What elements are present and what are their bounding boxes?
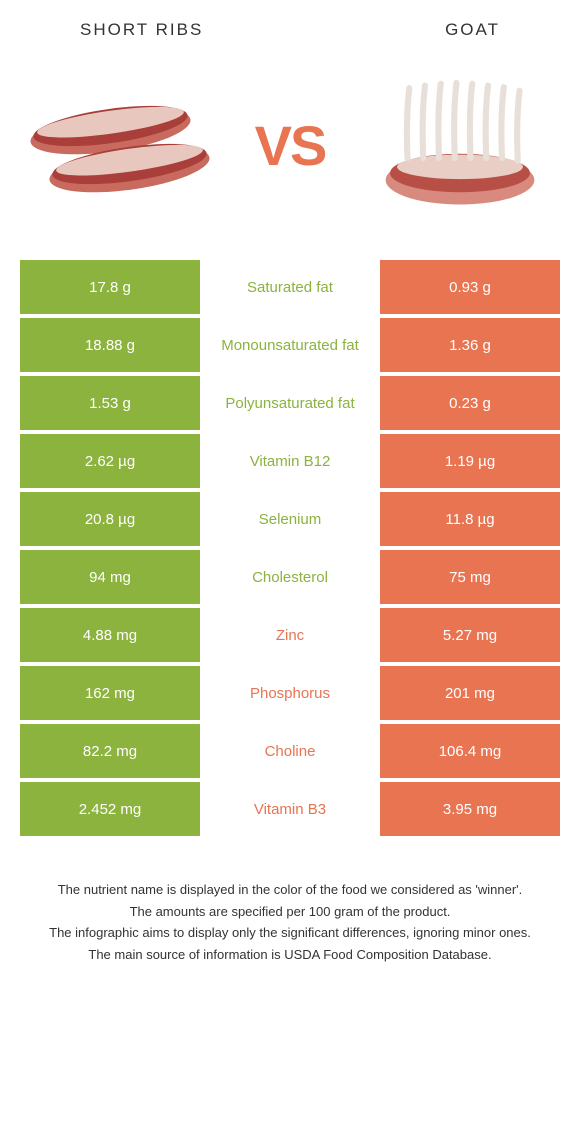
table-row: 162 mgPhosphorus201 mg [20, 666, 560, 720]
nutrient-label: Saturated fat [200, 260, 380, 314]
right-value: 1.36 g [380, 318, 560, 372]
table-row: 2.452 mgVitamin B33.95 mg [20, 782, 560, 836]
goat-image [360, 70, 560, 220]
right-value: 75 mg [380, 550, 560, 604]
vs-label: VS [255, 113, 326, 178]
right-value: 3.95 mg [380, 782, 560, 836]
right-value: 1.19 µg [380, 434, 560, 488]
left-value: 162 mg [20, 666, 200, 720]
left-value: 94 mg [20, 550, 200, 604]
header: SHORT RIBS GOAT [0, 0, 580, 50]
right-value: 0.93 g [380, 260, 560, 314]
nutrient-label: Cholesterol [200, 550, 380, 604]
left-value: 82.2 mg [20, 724, 200, 778]
nutrient-label: Phosphorus [200, 666, 380, 720]
left-value: 2.62 µg [20, 434, 200, 488]
footnote-line: The nutrient name is displayed in the co… [30, 880, 550, 900]
table-row: 94 mgCholesterol75 mg [20, 550, 560, 604]
left-value: 2.452 mg [20, 782, 200, 836]
footnotes: The nutrient name is displayed in the co… [0, 840, 580, 964]
table-row: 20.8 µgSelenium11.8 µg [20, 492, 560, 546]
comparison-table: 17.8 gSaturated fat0.93 g18.88 gMonounsa… [0, 260, 580, 836]
short-ribs-image [20, 70, 220, 220]
right-value: 5.27 mg [380, 608, 560, 662]
nutrient-label: Polyunsaturated fat [200, 376, 380, 430]
nutrient-label: Vitamin B3 [200, 782, 380, 836]
right-food-title: GOAT [445, 20, 500, 40]
nutrient-label: Choline [200, 724, 380, 778]
table-row: 18.88 gMonounsaturated fat1.36 g [20, 318, 560, 372]
right-value: 106.4 mg [380, 724, 560, 778]
footnote-line: The infographic aims to display only the… [30, 923, 550, 943]
footnote-line: The amounts are specified per 100 gram o… [30, 902, 550, 922]
left-value: 20.8 µg [20, 492, 200, 546]
table-row: 17.8 gSaturated fat0.93 g [20, 260, 560, 314]
nutrient-label: Monounsaturated fat [200, 318, 380, 372]
table-row: 1.53 gPolyunsaturated fat0.23 g [20, 376, 560, 430]
left-value: 4.88 mg [20, 608, 200, 662]
left-value: 1.53 g [20, 376, 200, 430]
right-value: 11.8 µg [380, 492, 560, 546]
nutrient-label: Selenium [200, 492, 380, 546]
right-value: 201 mg [380, 666, 560, 720]
table-row: 4.88 mgZinc5.27 mg [20, 608, 560, 662]
table-row: 82.2 mgCholine106.4 mg [20, 724, 560, 778]
table-row: 2.62 µgVitamin B121.19 µg [20, 434, 560, 488]
vs-row: VS [0, 50, 580, 260]
footnote-line: The main source of information is USDA F… [30, 945, 550, 965]
right-value: 0.23 g [380, 376, 560, 430]
nutrient-label: Vitamin B12 [200, 434, 380, 488]
nutrient-label: Zinc [200, 608, 380, 662]
left-food-title: SHORT RIBS [80, 20, 203, 40]
left-value: 17.8 g [20, 260, 200, 314]
left-value: 18.88 g [20, 318, 200, 372]
